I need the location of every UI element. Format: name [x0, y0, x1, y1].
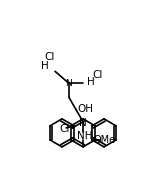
Text: H: H [41, 61, 49, 71]
Text: Cl: Cl [45, 52, 55, 62]
Text: OMe: OMe [94, 135, 116, 145]
Text: Cl: Cl [93, 70, 103, 81]
Text: Cl: Cl [59, 124, 69, 134]
Text: N: N [79, 118, 87, 128]
Text: H: H [87, 77, 95, 88]
Text: OH: OH [78, 104, 94, 114]
Text: NH: NH [77, 131, 93, 141]
Text: N: N [66, 79, 72, 88]
